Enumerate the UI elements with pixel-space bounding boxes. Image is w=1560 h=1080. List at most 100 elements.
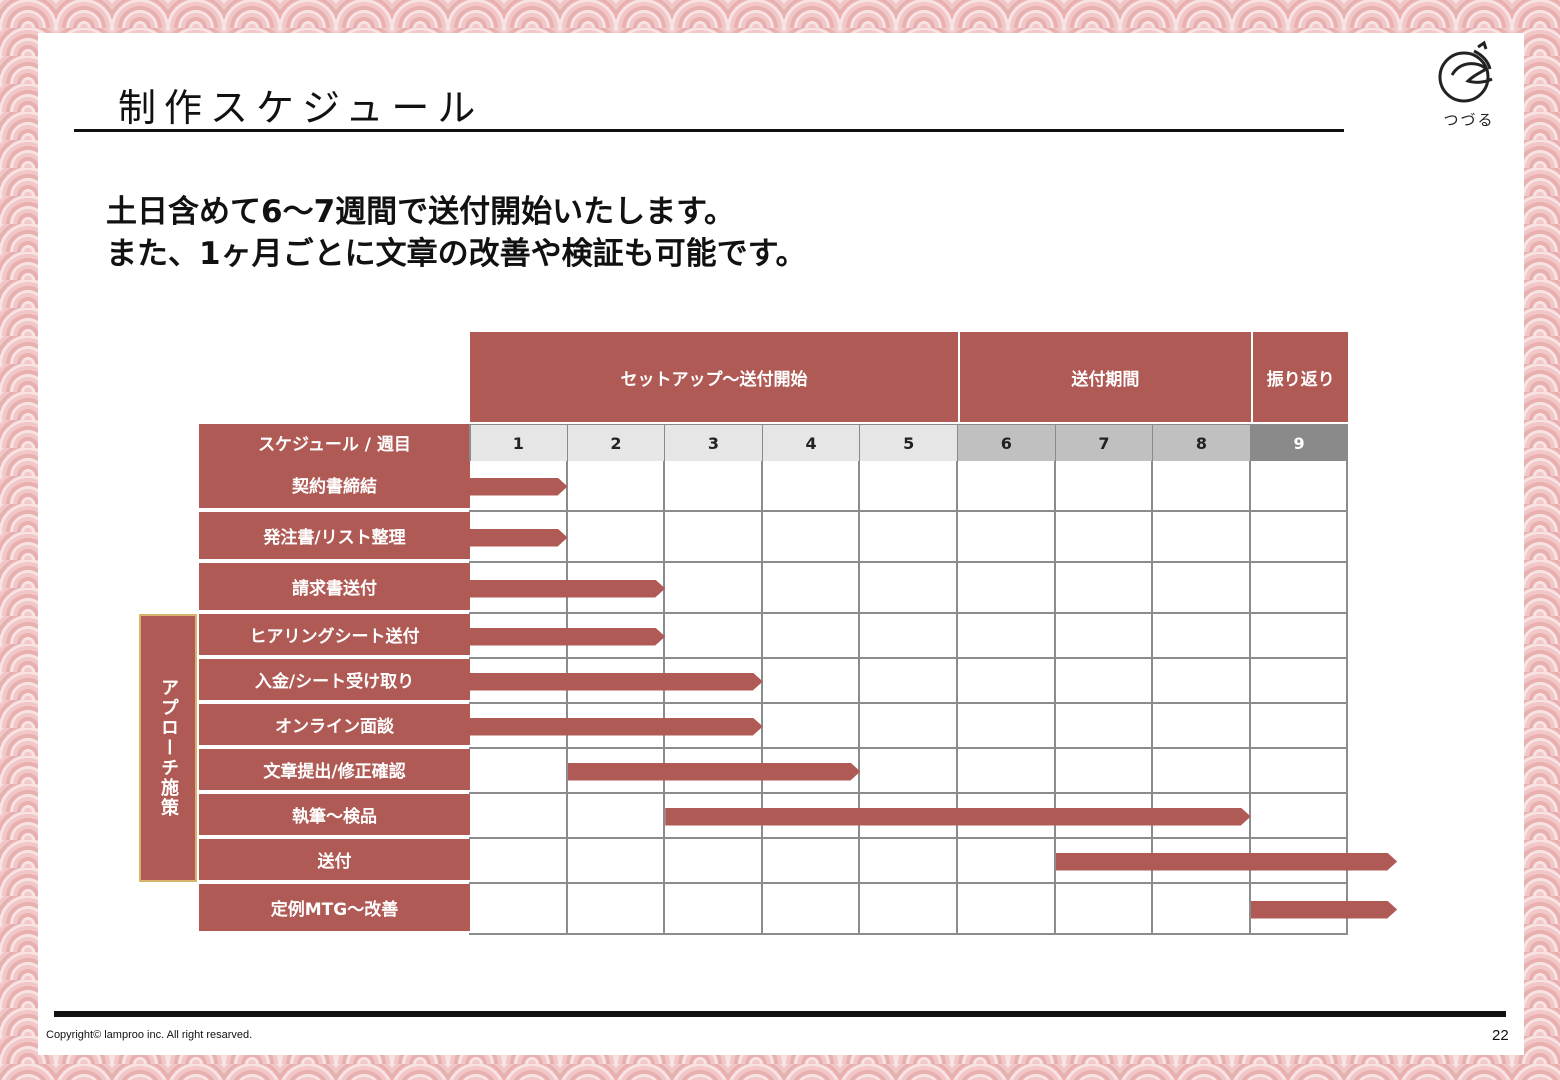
phase-header: セットアップ〜送付開始 (470, 332, 958, 422)
grid-cell (567, 461, 666, 512)
grid-cell (665, 884, 763, 935)
grid-cell (1250, 794, 1349, 839)
task-bar (1251, 901, 1397, 919)
grid-cell (958, 884, 1056, 935)
grid-cell (762, 461, 861, 512)
grid-cell (1250, 749, 1349, 794)
task-label: 契約書締結 (199, 461, 470, 510)
logo: つづる (1434, 39, 1504, 131)
grid-cell (762, 512, 861, 563)
grid-cell (762, 563, 861, 614)
task-bar (470, 529, 568, 547)
crane-logo-icon (1438, 40, 1493, 103)
copyright: Copyright© lamproo inc. All right resarv… (46, 1029, 253, 1041)
grid-cell (1055, 749, 1154, 794)
task-label: 請求書送付 (199, 563, 470, 612)
grid-cell (1250, 614, 1349, 659)
grid-cell (1055, 563, 1154, 614)
slide: 制作スケジュール つづる 土日含めて6〜7週間で送付開始いたします。 また、1ヶ… (38, 33, 1524, 1055)
grid-cell (860, 512, 958, 563)
task-label: オンライン面談 (199, 704, 470, 747)
grid-cell (1055, 512, 1154, 563)
grid-cell (665, 839, 763, 884)
grid-cell (958, 659, 1056, 704)
grid-cell (1250, 659, 1349, 704)
phase-header: 振り返り (1252, 332, 1349, 422)
task-bar (470, 673, 763, 691)
task-label: ヒアリングシート送付 (199, 614, 470, 657)
week-header: 1 (470, 424, 568, 461)
grid-cell (860, 461, 958, 512)
grid-cell (860, 704, 958, 749)
grid-cell (860, 749, 958, 794)
logo-text: つづる (1443, 111, 1495, 129)
grid-cell (1250, 512, 1349, 563)
week-header: 7 (1055, 424, 1154, 461)
grid-cell (665, 563, 763, 614)
grid-cell (762, 884, 861, 935)
grid-cell (1055, 704, 1154, 749)
grid-cell (470, 839, 568, 884)
grid-cell (665, 512, 763, 563)
grid-cell (470, 884, 568, 935)
grid-cell (860, 563, 958, 614)
grid-cell (567, 884, 666, 935)
corner-label: スケジュール / 週目 (199, 424, 470, 461)
grid-cell (567, 839, 666, 884)
grid-cell (958, 512, 1056, 563)
grid-cell (1153, 461, 1251, 512)
grid-cell (1055, 461, 1154, 512)
grid-cell (1250, 704, 1349, 749)
grid-cell (958, 704, 1056, 749)
week-header: 4 (762, 424, 861, 461)
task-bar (470, 718, 763, 736)
task-label: 送付 (199, 839, 470, 882)
task-bar (470, 478, 568, 496)
grid-cell (762, 839, 861, 884)
task-bar (470, 580, 665, 598)
task-label: 執筆〜検品 (199, 794, 470, 837)
task-label: 定例MTG〜改善 (199, 884, 470, 933)
task-label: 文章提出/修正確認 (199, 749, 470, 792)
task-bar (665, 808, 1251, 826)
grid-cell (1153, 704, 1251, 749)
grid-cell (470, 794, 568, 839)
grid-cell (1055, 614, 1154, 659)
grid-cell (958, 461, 1056, 512)
lead-line-1: 土日含めて6〜7週間で送付開始いたします。 (106, 194, 736, 230)
grid-cell (1153, 749, 1251, 794)
grid-cell (665, 614, 763, 659)
task-label: 入金/シート受け取り (199, 659, 470, 702)
side-group-label: アプローチ施策 (139, 614, 197, 882)
grid-cell (1153, 884, 1251, 935)
grid-cell (958, 749, 1056, 794)
lead-line-2: また、1ヶ月ごとに文章の改善や検証も可能です。 (106, 236, 807, 272)
grid-cell (567, 794, 666, 839)
grid-cell (860, 614, 958, 659)
page-title: 制作スケジュール (118, 86, 484, 130)
task-bar (568, 763, 861, 781)
week-header: 6 (958, 424, 1056, 461)
footer-divider (54, 1011, 1506, 1017)
grid-cell (470, 749, 568, 794)
task-bar (470, 628, 665, 646)
phase-header: 送付期間 (960, 332, 1251, 422)
task-bar (1056, 853, 1398, 871)
grid-cell (860, 839, 958, 884)
lead-text: 土日含めて6〜7週間で送付開始いたします。 また、1ヶ月ごとに文章の改善や検証も… (106, 191, 806, 275)
page-number: 22 (1492, 1027, 1509, 1044)
grid-cell (1250, 461, 1349, 512)
week-header: 8 (1153, 424, 1251, 461)
grid-cell (1153, 563, 1251, 614)
grid-cell (958, 614, 1056, 659)
grid-cell (665, 461, 763, 512)
week-header: 9 (1250, 424, 1349, 461)
grid-cell (958, 563, 1056, 614)
title-divider (74, 129, 1344, 132)
grid-cell (567, 512, 666, 563)
grid-cell (762, 704, 861, 749)
grid-cell (1055, 659, 1154, 704)
grid-cell (860, 659, 958, 704)
grid-cell (1153, 512, 1251, 563)
week-header: 5 (860, 424, 958, 461)
